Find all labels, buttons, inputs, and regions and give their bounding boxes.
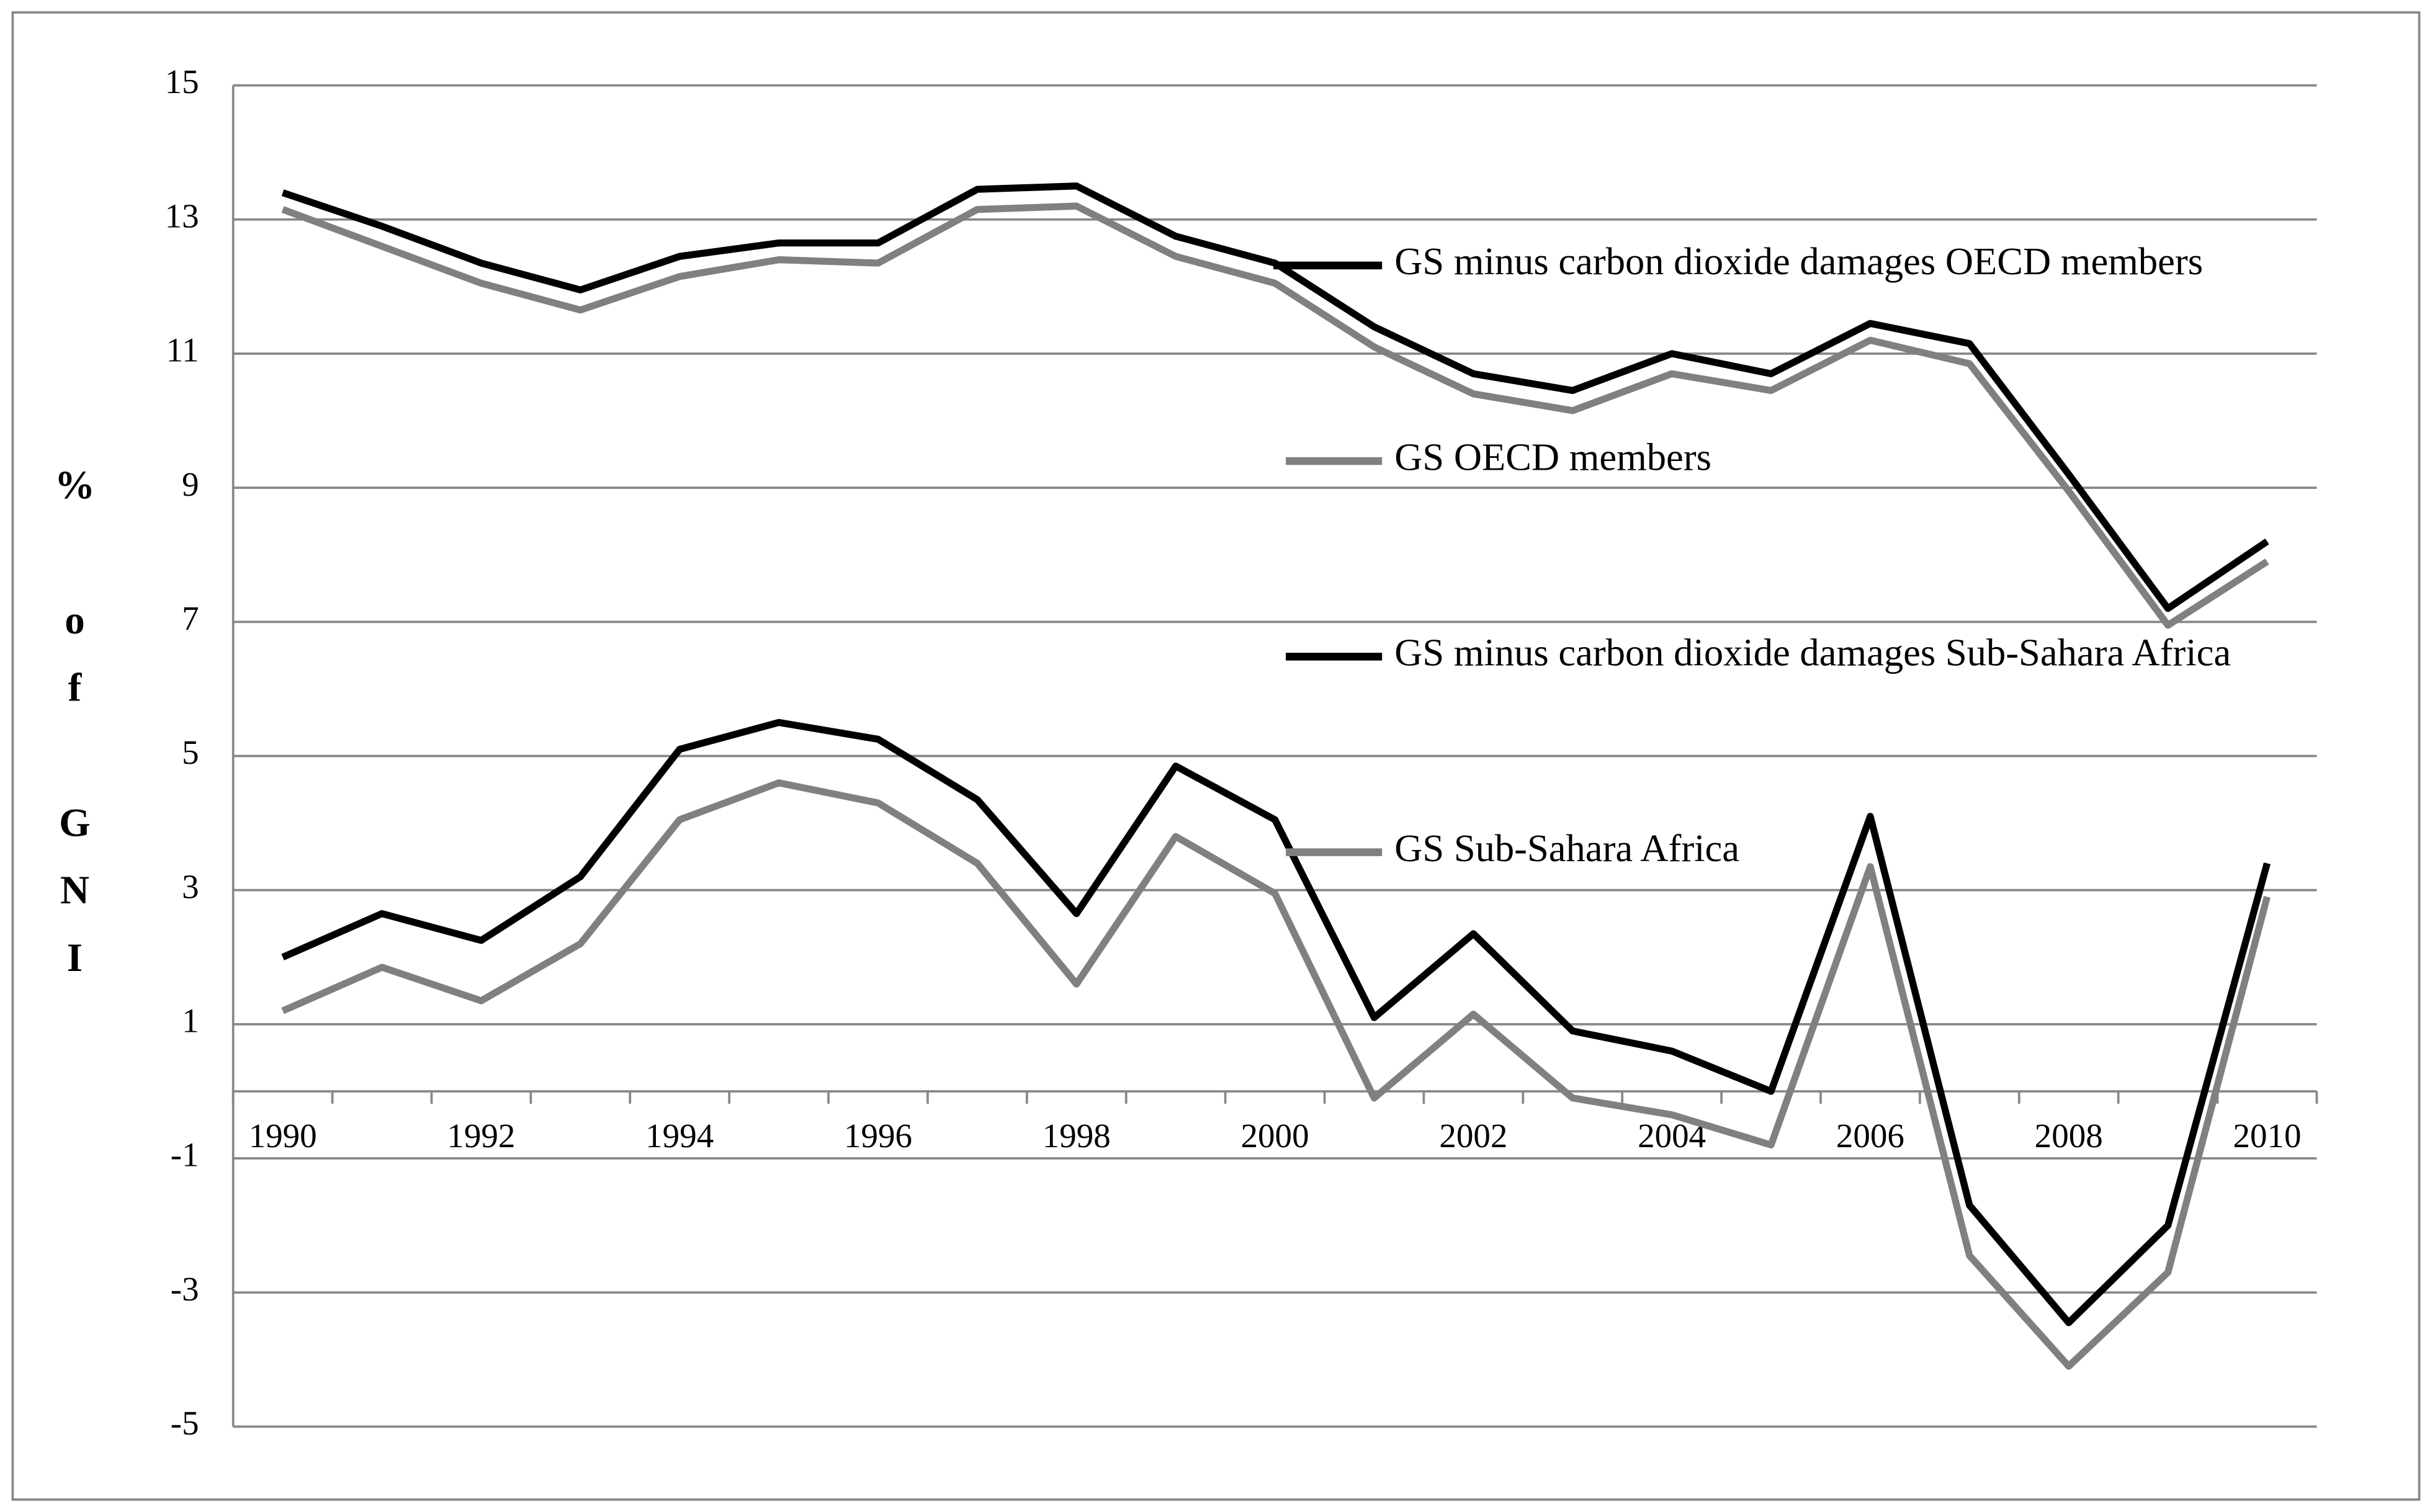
y-tick-label: 7 bbox=[182, 599, 199, 637]
y-tick-label: 5 bbox=[182, 733, 199, 771]
x-tick-label: 2010 bbox=[2233, 1117, 2301, 1155]
x-tick-label: 2000 bbox=[1241, 1117, 1309, 1155]
x-tick-label: 1992 bbox=[447, 1117, 515, 1155]
legend-label: GS Sub-Sahara Africa bbox=[1394, 826, 1739, 870]
data-line bbox=[281, 779, 2271, 1370]
data-line bbox=[281, 202, 2269, 629]
y-tick-label: 9 bbox=[182, 465, 199, 503]
data-line bbox=[281, 718, 2271, 1326]
y-tick-label: -5 bbox=[171, 1404, 199, 1442]
legend-label: GS minus carbon dioxide damages Sub-Saha… bbox=[1394, 631, 2231, 674]
x-tick-label: 1994 bbox=[645, 1117, 714, 1155]
y-tick-label: 3 bbox=[182, 867, 199, 905]
y-tick-label: 13 bbox=[165, 197, 199, 235]
y-tick-label: -3 bbox=[171, 1270, 199, 1308]
y-tick-label: 11 bbox=[166, 331, 199, 369]
x-tick-label: 1996 bbox=[844, 1117, 912, 1155]
x-tick-label: 2006 bbox=[1836, 1117, 1904, 1155]
y-tick-label: 15 bbox=[165, 63, 199, 101]
x-tick-label: 1998 bbox=[1043, 1117, 1111, 1155]
x-tick-label: 2008 bbox=[2035, 1117, 2103, 1155]
x-tick-label: 2002 bbox=[1439, 1117, 1507, 1155]
legend-label: GS minus carbon dioxide damages OECD mem… bbox=[1394, 239, 2203, 283]
y-tick-label: -1 bbox=[171, 1136, 199, 1174]
y-tick-label: 1 bbox=[182, 1001, 199, 1039]
x-tick-label: 1990 bbox=[249, 1117, 317, 1155]
legend-label: GS OECD members bbox=[1394, 435, 1711, 478]
